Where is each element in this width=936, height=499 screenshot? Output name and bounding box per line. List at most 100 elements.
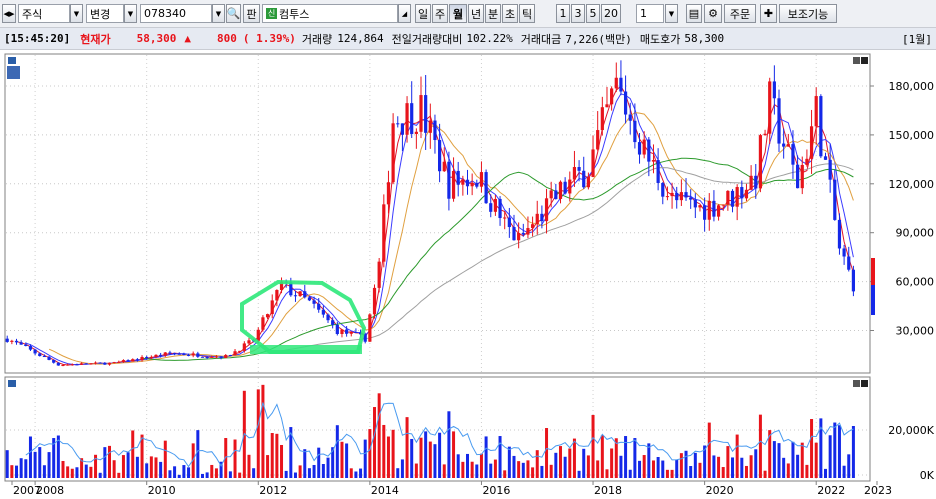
panel-menu-icon[interactable] <box>8 57 16 64</box>
maximize-icon[interactable] <box>853 57 860 64</box>
candle-body <box>716 205 721 217</box>
volume-menu-icon[interactable] <box>8 380 16 387</box>
candle-body <box>647 139 651 162</box>
candle-body <box>512 227 516 241</box>
candle-body <box>823 156 828 160</box>
pan-button[interactable]: 판 <box>243 4 260 23</box>
candle-body <box>689 197 693 200</box>
chevron-down-icon[interactable]: ▼ <box>124 4 137 23</box>
period-day-button[interactable]: 일 <box>415 4 431 23</box>
volume-ma-line <box>25 402 854 468</box>
period-minute-label: 분 <box>487 7 499 21</box>
candle-body <box>200 356 205 358</box>
candle-body <box>796 164 800 189</box>
volume-bar <box>554 452 558 478</box>
period-month-button[interactable]: 월 <box>449 4 467 23</box>
candle-body <box>224 355 228 358</box>
candle-body <box>149 356 153 359</box>
candle-body <box>614 77 618 89</box>
count-3-button[interactable]: 3 <box>571 4 585 23</box>
volume-bar <box>200 473 204 478</box>
candle-body <box>419 95 423 132</box>
volume-bar <box>321 464 325 478</box>
volume-bar <box>851 426 855 478</box>
pattern-highlight-base <box>250 345 362 354</box>
stock-chart[interactable]: 180,000 150,000 120,000 90,000 60,000 30,000 2… <box>0 50 936 499</box>
volume-bar <box>842 465 846 478</box>
time-tick-label: 2022 <box>817 484 845 497</box>
volume-bar <box>698 462 702 478</box>
aux-function-label: 보조기능 <box>787 7 829 21</box>
plus-icon[interactable]: ✚ <box>760 4 777 23</box>
volume-bar <box>414 463 418 478</box>
volume-bar <box>717 456 721 478</box>
candle-body <box>489 203 493 212</box>
save-icon[interactable]: ▤ <box>686 4 702 23</box>
period-second-button[interactable]: 초 <box>502 4 518 23</box>
candle-body <box>805 158 809 165</box>
candle-body <box>238 350 242 352</box>
volume-bar <box>405 417 409 478</box>
candle-body <box>233 351 237 356</box>
period-week-button[interactable]: 주 <box>432 4 448 23</box>
volume-bar <box>145 463 149 478</box>
market-select[interactable]: 주식 <box>18 4 70 23</box>
candle-body <box>726 190 730 205</box>
chevron-down-icon[interactable]: ▼ <box>70 4 83 23</box>
period-minute-button[interactable]: 분 <box>485 4 501 23</box>
volume-bar <box>577 470 581 478</box>
period-week-label: 주 <box>434 7 446 21</box>
change-select[interactable]: 변경 <box>86 4 124 23</box>
volume-bar <box>293 472 297 478</box>
close-icon[interactable] <box>861 57 868 64</box>
code-input[interactable]: 078340 <box>140 4 212 23</box>
volume-close-icon[interactable] <box>861 380 868 387</box>
volume-bar <box>549 464 553 478</box>
candle-body <box>656 160 660 183</box>
volume-bar <box>610 448 614 478</box>
candle-body <box>628 114 632 121</box>
volume-bar <box>182 465 186 478</box>
candle-body <box>177 353 181 355</box>
volume-bar <box>740 457 744 478</box>
count-5-button[interactable]: 5 <box>586 4 600 23</box>
candle-body <box>307 297 312 301</box>
order-button[interactable]: 주문 <box>724 4 756 23</box>
volume-bar <box>84 464 88 478</box>
volume-bar <box>517 461 521 478</box>
volume-bar <box>684 450 688 478</box>
volume-bar <box>675 459 679 478</box>
candle-body <box>442 161 446 172</box>
change-label: 변경 <box>90 7 111 21</box>
time-tick-label: 2016 <box>482 484 510 497</box>
candle-body <box>335 324 339 334</box>
aux-function-button[interactable]: 보조기능 <box>779 4 837 23</box>
count-20-button[interactable]: 20 <box>601 4 621 23</box>
volume-bar <box>438 432 442 478</box>
count-1-button[interactable]: 1 <box>556 4 570 23</box>
candle-body <box>493 198 497 212</box>
stock-name-field[interactable]: 신 컴투스 <box>262 4 398 23</box>
search-icon[interactable]: 🔍 <box>226 4 241 23</box>
volume-bar <box>391 429 395 478</box>
chevron-down-icon[interactable]: ▼ <box>212 4 225 23</box>
period-year-button[interactable]: 년 <box>468 4 484 23</box>
volume-bar <box>442 464 446 478</box>
volume-maximize-icon[interactable] <box>853 380 860 387</box>
count-input[interactable]: 1 <box>636 4 664 23</box>
candle-body <box>498 198 502 219</box>
chevron-down-icon[interactable]: ◢ <box>398 4 411 23</box>
trade-amount-label: 거래대금 <box>520 32 562 46</box>
nav-arrows-icon[interactable]: ◂▸ <box>2 4 16 23</box>
ma-line-long <box>48 112 854 365</box>
candle-body <box>842 248 846 257</box>
candle-body <box>447 161 451 199</box>
volume-bar <box>70 468 74 478</box>
panel-ho-icon[interactable] <box>7 66 20 79</box>
candle-body <box>530 224 535 229</box>
chevron-down-icon[interactable]: ▼ <box>665 4 678 23</box>
gear-icon[interactable]: ⚙ <box>704 4 722 23</box>
period-tick-button[interactable]: 틱 <box>519 4 535 23</box>
volume-panel <box>4 376 871 482</box>
chart-canvas[interactable]: 180,000 150,000 120,000 90,000 60,000 30,000 2… <box>0 50 936 499</box>
